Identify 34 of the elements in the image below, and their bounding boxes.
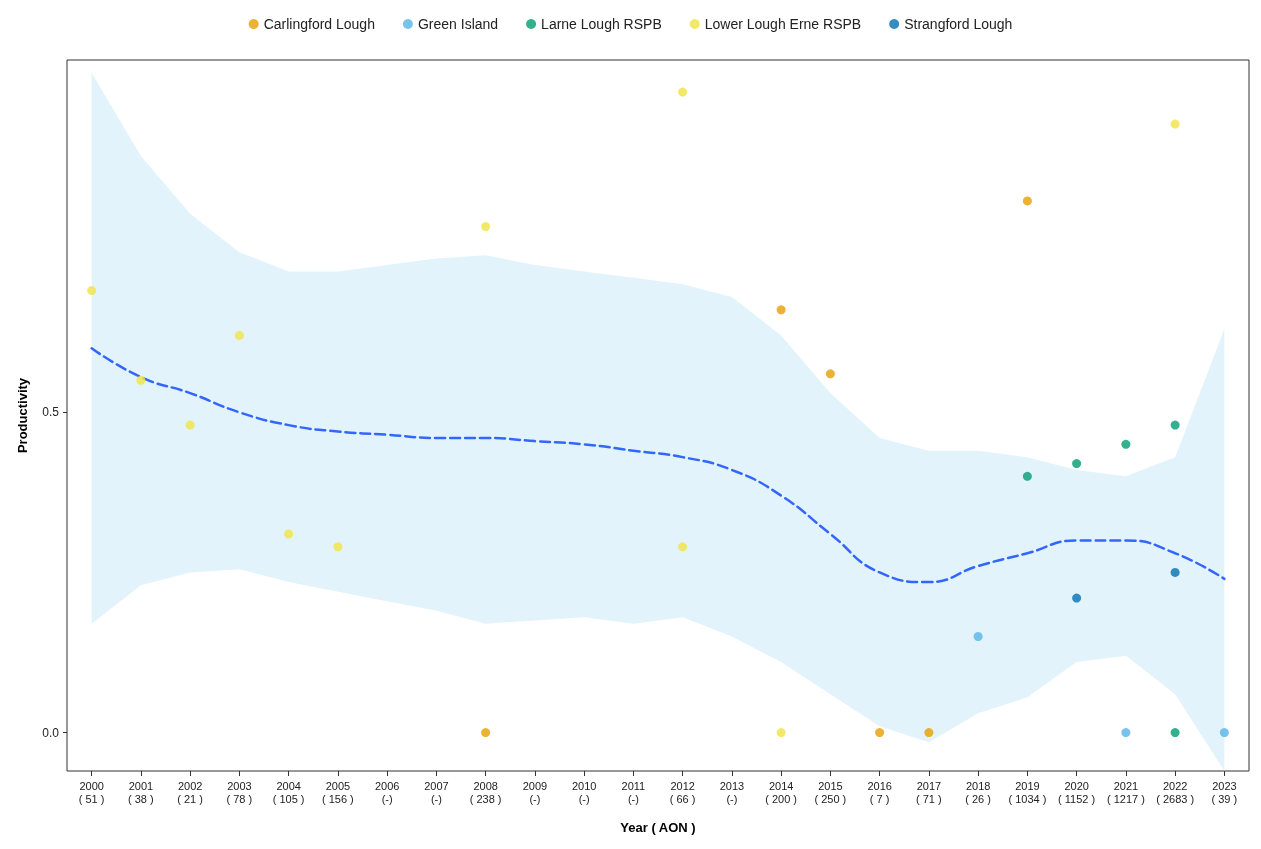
x-tick-label: 2020 ( 1152 ) xyxy=(1058,779,1096,805)
x-tick-label: 2010 (-) xyxy=(571,779,597,805)
legend-label: Strangford Lough xyxy=(904,16,1013,32)
x-tick-label: 2011 (-) xyxy=(621,779,646,805)
line-series xyxy=(90,346,1226,584)
y-tick-label: 0.5 xyxy=(42,405,60,420)
x-tick-label: 2009 (-) xyxy=(522,779,548,805)
x-tick-label: 2000 ( 51 ) xyxy=(78,779,105,805)
x-tick-label: 2017 ( 71 ) xyxy=(916,779,942,805)
y-tick-label: 0.0 xyxy=(42,725,60,740)
x-tick-label: 2013 (-) xyxy=(719,779,745,805)
x-tick-label: 2007 (-) xyxy=(424,779,449,805)
x-tick-label: 2004 ( 105 ) xyxy=(272,779,305,805)
legend-label: Carlingford Lough xyxy=(263,16,375,32)
x-tick-label: 2015 ( 250 ) xyxy=(814,779,847,805)
x-tick-label: 2021 ( 1217 ) xyxy=(1106,779,1145,805)
x-tick-label: 2012 ( 66 ) xyxy=(669,779,696,805)
legend-label: Green Island xyxy=(417,16,499,32)
x-tick-label: 2001 ( 38 ) xyxy=(128,779,154,805)
x-tick-label: 2002 ( 21 ) xyxy=(177,779,203,805)
x-tick-label: 2022 ( 2683 ) xyxy=(1156,779,1195,805)
x-axis-title: Year ( AON ) xyxy=(620,820,696,835)
x-tick-label: 2016 ( 7 ) xyxy=(867,779,892,805)
y-axis-title: Productivity xyxy=(15,377,30,454)
x-tick-label: 2018 ( 26 ) xyxy=(965,779,991,805)
x-tick-label: 2019 ( 1034 ) xyxy=(1008,779,1047,805)
x-tick-label: 2014 ( 200 ) xyxy=(765,779,798,805)
x-tick-label: 2006 (-) xyxy=(374,779,400,805)
x-tick-label: 2005 ( 156 ) xyxy=(321,779,354,805)
x-tick-label: 2023 ( 39 ) xyxy=(1211,779,1238,805)
legend-label: Larne Lough RSPB xyxy=(541,16,662,32)
legend-label: Lower Lough Erne RSPB xyxy=(704,16,862,32)
x-tick-label: 2008 ( 238 ) xyxy=(469,779,502,805)
x-tick-label: 2003 ( 78 ) xyxy=(226,779,253,805)
